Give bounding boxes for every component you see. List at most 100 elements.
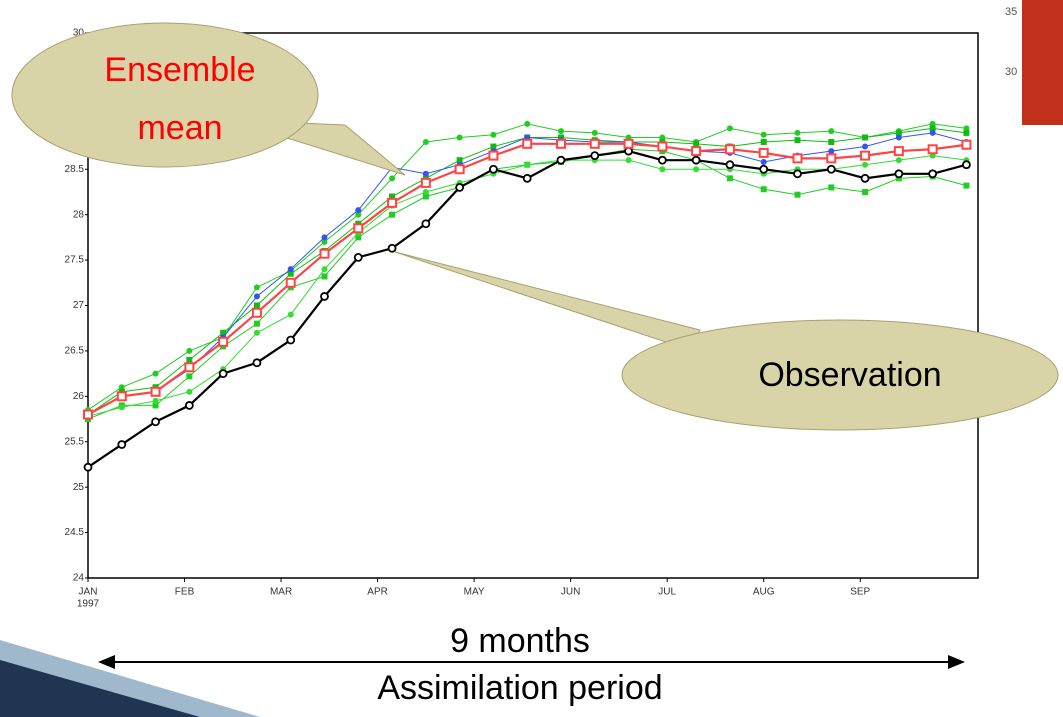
marker bbox=[862, 162, 868, 168]
marker bbox=[490, 166, 497, 173]
marker bbox=[389, 212, 395, 218]
marker bbox=[591, 140, 599, 148]
marker bbox=[592, 130, 598, 136]
marker bbox=[726, 161, 733, 168]
y-tick-label: 28.5 bbox=[65, 164, 85, 175]
annotation-line: Ensemble bbox=[104, 51, 255, 89]
marker bbox=[423, 171, 429, 177]
marker bbox=[861, 152, 869, 160]
y-tick-label: 26.5 bbox=[65, 346, 85, 357]
y-tick-label: 25 bbox=[73, 482, 85, 493]
map-margin bbox=[1000, 0, 1022, 125]
marker bbox=[760, 149, 768, 157]
marker bbox=[219, 338, 227, 346]
arrow-head bbox=[98, 655, 115, 669]
marker bbox=[186, 389, 192, 395]
marker bbox=[152, 388, 160, 396]
marker bbox=[727, 125, 733, 131]
x-tick-label: AUG bbox=[753, 587, 775, 598]
marker bbox=[557, 157, 564, 164]
callout-tail bbox=[395, 252, 700, 350]
marker bbox=[895, 170, 902, 177]
marker bbox=[185, 363, 193, 371]
marker bbox=[794, 130, 800, 136]
y-tick-label: 27.5 bbox=[65, 255, 85, 266]
marker bbox=[288, 312, 294, 318]
marker bbox=[423, 139, 429, 145]
marker bbox=[388, 199, 396, 207]
marker bbox=[253, 359, 260, 366]
marker bbox=[254, 321, 260, 327]
marker bbox=[963, 161, 970, 168]
marker bbox=[389, 175, 395, 181]
marker bbox=[727, 175, 733, 181]
marker bbox=[963, 183, 969, 189]
marker bbox=[895, 147, 903, 155]
annotation-line: mean bbox=[137, 109, 222, 147]
marker bbox=[321, 234, 327, 240]
marker bbox=[761, 159, 767, 165]
x-tick-label: MAR bbox=[270, 587, 292, 598]
marker bbox=[828, 184, 834, 190]
marker bbox=[659, 157, 666, 164]
marker bbox=[692, 147, 700, 155]
marker bbox=[85, 464, 92, 471]
y-tick-label: 25.5 bbox=[65, 436, 85, 447]
marker bbox=[153, 371, 159, 377]
marker bbox=[355, 254, 362, 261]
marker bbox=[354, 224, 362, 232]
marker bbox=[761, 139, 767, 145]
marker bbox=[828, 166, 835, 173]
x-tick-label: JUN bbox=[561, 587, 580, 598]
marker bbox=[862, 189, 868, 195]
marker bbox=[929, 145, 937, 153]
marker bbox=[761, 186, 767, 192]
x-tick-label: SEP bbox=[850, 587, 870, 598]
marker bbox=[625, 140, 633, 148]
marker bbox=[254, 330, 260, 336]
marker bbox=[828, 139, 834, 145]
marker bbox=[557, 140, 565, 148]
marker bbox=[862, 134, 868, 140]
marker bbox=[726, 145, 734, 153]
marker bbox=[288, 266, 294, 272]
marker bbox=[457, 134, 463, 140]
marker bbox=[186, 373, 192, 379]
arrow-head bbox=[948, 655, 965, 669]
marker bbox=[626, 157, 632, 163]
x-year-label: 1997 bbox=[77, 599, 100, 610]
marker bbox=[896, 134, 902, 140]
marker bbox=[794, 137, 800, 143]
marker bbox=[456, 165, 464, 173]
marker bbox=[524, 121, 530, 127]
x-tick-label: JUL bbox=[658, 587, 676, 598]
marker bbox=[794, 170, 801, 177]
slide: 35 30 2424.52525.52626.52727.52828.52929… bbox=[0, 0, 1063, 717]
marker bbox=[220, 370, 227, 377]
marker bbox=[827, 154, 835, 162]
marker bbox=[254, 293, 260, 299]
y-tick-label: 26 bbox=[73, 391, 85, 402]
marker bbox=[862, 144, 868, 150]
marker bbox=[929, 170, 936, 177]
marker bbox=[320, 250, 328, 258]
map-label: 35 bbox=[1005, 6, 1017, 18]
y-tick-label: 28 bbox=[73, 209, 85, 220]
marker bbox=[355, 207, 361, 213]
marker bbox=[489, 152, 497, 160]
marker bbox=[828, 148, 834, 154]
x-tick-label: JAN bbox=[79, 587, 98, 598]
marker bbox=[186, 402, 193, 409]
marker bbox=[558, 128, 564, 134]
marker bbox=[321, 273, 327, 279]
marker bbox=[422, 220, 429, 227]
y-tick-label: 27 bbox=[73, 300, 85, 311]
page: {"chart_data": {"type": "line", "x": [0,… bbox=[0, 0, 1063, 717]
marker bbox=[287, 279, 295, 287]
map-label: 30 bbox=[1005, 66, 1017, 78]
marker bbox=[118, 392, 126, 400]
marker bbox=[524, 175, 531, 182]
x-tick-label: FEB bbox=[175, 587, 195, 598]
marker bbox=[963, 130, 969, 136]
marker bbox=[523, 140, 531, 148]
